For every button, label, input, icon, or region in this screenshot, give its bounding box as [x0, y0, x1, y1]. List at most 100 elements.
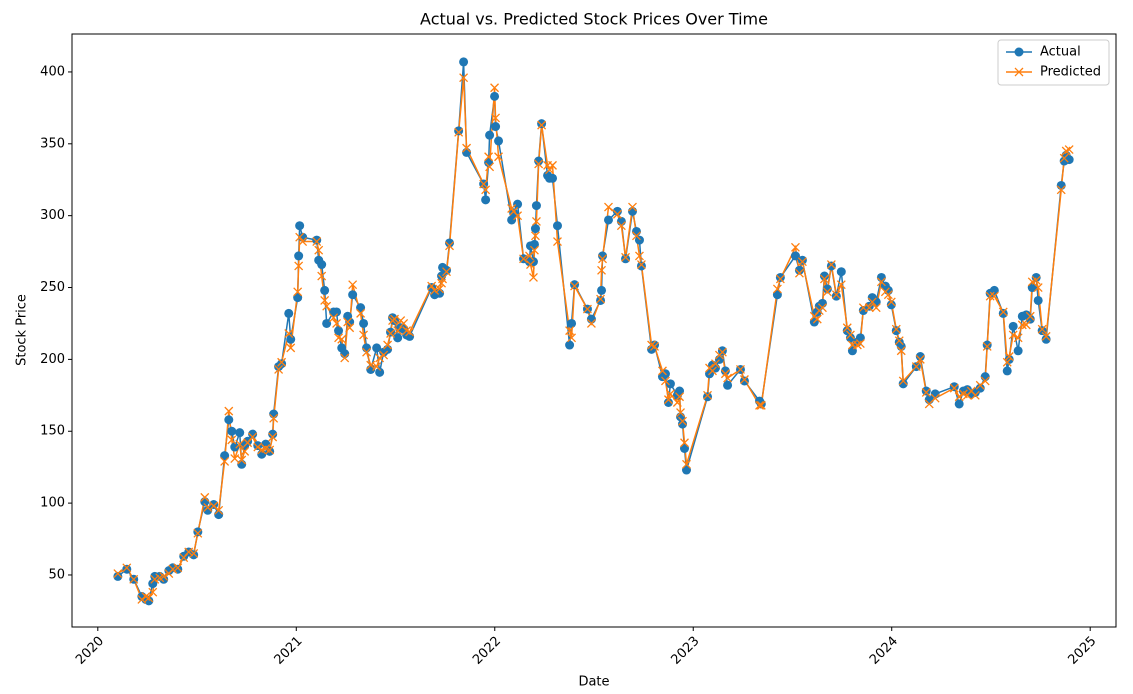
- point: [842, 323, 852, 333]
- point: [597, 285, 607, 295]
- point: [214, 505, 224, 515]
- point: [660, 376, 670, 386]
- point: [612, 209, 622, 219]
- point: [896, 346, 906, 356]
- point: [237, 459, 247, 469]
- point: [445, 241, 454, 251]
- point: [442, 267, 451, 277]
- legend-marker: [1014, 47, 1024, 57]
- point: [317, 260, 327, 270]
- point: [345, 317, 355, 327]
- point: [636, 260, 646, 269]
- point: [386, 329, 396, 338]
- point: [911, 362, 921, 372]
- point: [235, 439, 245, 449]
- point: [682, 459, 691, 469]
- point: [836, 267, 846, 277]
- point: [122, 564, 132, 574]
- point: [876, 277, 886, 287]
- point: [317, 271, 327, 281]
- point: [430, 285, 440, 295]
- point: [184, 547, 194, 557]
- point: [980, 372, 990, 382]
- point: [214, 510, 224, 520]
- point: [604, 202, 613, 212]
- point: [294, 251, 304, 261]
- point: [513, 211, 523, 221]
- point: [736, 364, 745, 374]
- point: [954, 399, 964, 409]
- point: [393, 333, 403, 343]
- point: [479, 179, 489, 189]
- point: [322, 301, 332, 311]
- point: [570, 281, 580, 291]
- point: [985, 291, 995, 301]
- point: [240, 446, 250, 456]
- point: [277, 359, 287, 369]
- point: [265, 445, 275, 455]
- point: [268, 429, 278, 439]
- y-tick-label: 250: [40, 280, 65, 295]
- point: [812, 314, 822, 324]
- point: [1059, 153, 1069, 163]
- legend-marker: [1014, 67, 1024, 77]
- point: [235, 428, 245, 438]
- point: [755, 400, 764, 410]
- point: [658, 366, 667, 376]
- point: [445, 238, 455, 248]
- point: [1004, 352, 1014, 361]
- point: [459, 57, 469, 67]
- point: [454, 127, 464, 137]
- legend-label: Predicted: [1040, 65, 1101, 80]
- point: [269, 413, 279, 423]
- point: [586, 314, 596, 324]
- point: [348, 290, 358, 300]
- point: [842, 326, 852, 336]
- point: [822, 284, 832, 294]
- point: [663, 395, 673, 405]
- point: [612, 206, 622, 216]
- point: [1025, 314, 1035, 324]
- point: [295, 221, 305, 231]
- point: [898, 376, 908, 386]
- point: [930, 389, 940, 399]
- plot-frame: [71, 33, 1117, 628]
- point: [189, 548, 199, 558]
- point: [1017, 320, 1027, 330]
- point: [650, 340, 660, 350]
- point: [481, 185, 491, 195]
- point: [1041, 334, 1051, 344]
- point: [822, 287, 832, 297]
- point: [200, 492, 210, 502]
- point: [529, 239, 539, 249]
- x-tick-label: 2022: [470, 634, 504, 668]
- point: [845, 330, 855, 340]
- point: [1013, 333, 1023, 343]
- point: [1008, 330, 1018, 340]
- point: [454, 126, 464, 136]
- point: [565, 340, 575, 350]
- point: [227, 435, 237, 445]
- point: [402, 326, 412, 336]
- point: [375, 353, 385, 363]
- point: [723, 373, 733, 383]
- point: [269, 409, 279, 419]
- point: [552, 221, 562, 231]
- point: [867, 297, 877, 307]
- point: [386, 327, 396, 337]
- point: [675, 392, 685, 402]
- x-tick-label: 2020: [73, 634, 107, 668]
- point: [703, 392, 713, 402]
- point: [1002, 366, 1012, 376]
- point: [717, 346, 727, 356]
- point: [248, 429, 258, 439]
- point: [790, 251, 800, 261]
- point: [1056, 180, 1066, 190]
- point: [1008, 321, 1018, 331]
- point: [144, 596, 154, 606]
- point: [356, 308, 366, 318]
- point: [675, 386, 685, 396]
- point: [390, 316, 400, 326]
- point: [717, 347, 727, 357]
